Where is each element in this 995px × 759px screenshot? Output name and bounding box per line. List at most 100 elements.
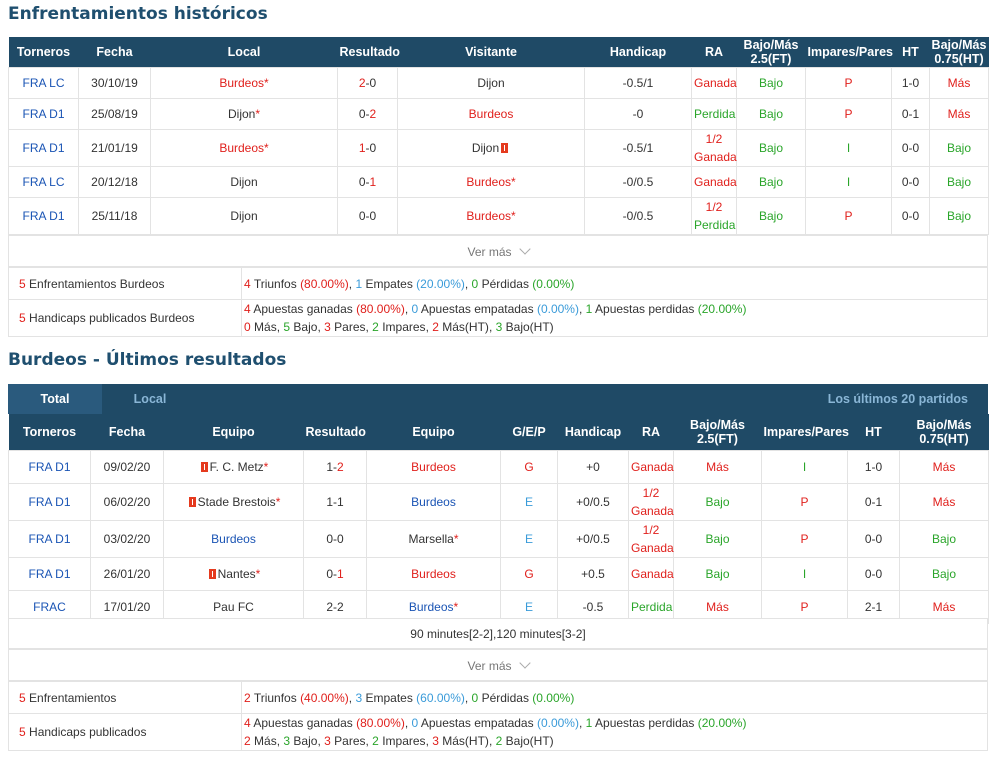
h2h-summary: 5 Enfrentamientos Burdeos 4 Triunfos (80… (8, 267, 988, 337)
col-ra[interactable]: RA (691, 37, 737, 67)
col-bm-ht[interactable]: Bajo/Más 0.75(HT) (899, 414, 989, 450)
home-team: Stade Brestois (197, 494, 276, 509)
bm-cell: Bajo (673, 556, 762, 591)
h2h-ver-mas-button[interactable]: Ver más (8, 235, 988, 267)
date-cell: 25/08/19 (78, 97, 151, 130)
col-resultado[interactable]: Resultado (303, 414, 367, 450)
tab-local[interactable]: Local (133, 392, 167, 406)
score-sep: - (365, 106, 370, 121)
handicap-value: +0/0.5 (576, 494, 610, 509)
home-cell[interactable]: Dijon (150, 196, 338, 235)
away-cell[interactable]: Burdeos (366, 556, 501, 591)
home-cell[interactable]: Burdeos (163, 519, 304, 558)
away-cell[interactable]: Dijon (397, 66, 585, 99)
summary-record-values: 4 Triunfos (80.00%), 1 Empates (20.00%),… (241, 267, 988, 300)
bm-value: Más (706, 459, 729, 474)
away-cell[interactable]: Burdeos* (366, 589, 501, 624)
match-date: 25/08/19 (91, 106, 138, 121)
away-cell[interactable]: Marsella* (366, 519, 501, 558)
chevron-down-icon (518, 243, 531, 255)
home-cell[interactable]: Nantes* (163, 556, 304, 591)
away-cell[interactable]: Burdeos (366, 482, 501, 521)
ra-half: 1/2 (705, 199, 723, 214)
league-cell[interactable]: FRA LC (8, 165, 79, 198)
col-equipo-home[interactable]: Equipo (163, 414, 304, 450)
away-cell[interactable]: Dijon (397, 128, 585, 167)
bm-ht-value: Más (947, 106, 971, 121)
col-local[interactable]: Local (150, 37, 338, 67)
date-cell: 06/02/20 (90, 482, 164, 521)
result-cell[interactable]: 1-2 (303, 449, 367, 484)
col-impares-pares[interactable]: Impares/Pares (761, 414, 849, 450)
home-cell[interactable]: Pau FC (163, 589, 304, 624)
col-torneros[interactable]: Torneros (8, 414, 91, 450)
star-mark: * (255, 566, 261, 581)
col-bm-ht[interactable]: Bajo/Más 0.75(HT) (929, 37, 989, 67)
league-cell[interactable]: FRA D1 (8, 519, 91, 558)
league-cell[interactable]: FRA D1 (8, 196, 79, 235)
ra-value: Ganada (694, 174, 737, 189)
league-cell[interactable]: FRA D1 (8, 128, 79, 167)
last-ver-mas-button[interactable]: Ver más (8, 649, 988, 681)
home-cell[interactable]: Dijon (150, 165, 338, 198)
result-cell[interactable]: 2-0 (337, 66, 398, 99)
result-cell[interactable]: 0-2 (337, 97, 398, 130)
home-cell[interactable]: Burdeos* (150, 66, 338, 99)
col-visitante[interactable]: Visitante (397, 37, 585, 67)
table-row: FRA D1 21/01/19 Burdeos* 1-0 Dijon -0.5/1 1/2 G… (8, 128, 989, 167)
home-team: F. C. Metz (209, 459, 264, 474)
col-ra[interactable]: RA (628, 414, 674, 450)
col-handicap[interactable]: Handicap (557, 414, 629, 450)
result-cell[interactable]: 0-0 (303, 519, 367, 558)
result-cell[interactable]: 1-1 (303, 482, 367, 521)
gep-cell: G (500, 449, 558, 484)
away-cell[interactable]: Burdeos* (397, 165, 585, 198)
handicap-value: -0/0.5 (622, 208, 654, 223)
bm-value: Bajo (705, 531, 730, 546)
col-ht[interactable]: HT (891, 37, 930, 67)
tab-total[interactable]: Total (8, 384, 102, 414)
col-equipo-away[interactable]: Equipo (366, 414, 501, 450)
col-ht[interactable]: HT (847, 414, 900, 450)
summary-handicap-values: 4 Apuestas ganadas (80.00%), 0 Apuestas … (241, 713, 988, 751)
result-cell[interactable]: 1-0 (337, 128, 398, 167)
col-torneros[interactable]: Torneros (8, 37, 79, 67)
bm-cell: Bajo (673, 519, 762, 558)
ip-cell: I (761, 556, 848, 591)
col-fecha[interactable]: Fecha (78, 37, 151, 67)
home-cell[interactable]: F. C. Metz* (163, 449, 304, 484)
col-bm-ft[interactable]: Bajo/Más 2.5(FT) (736, 37, 806, 67)
league-cell[interactable]: FRA D1 (8, 482, 91, 521)
away-team: Burdeos (466, 208, 512, 223)
result-cell[interactable]: 0-1 (337, 165, 398, 198)
result-cell[interactable]: 0-0 (337, 196, 398, 235)
col-bm-ft[interactable]: Bajo/Más 2.5(FT) (673, 414, 762, 450)
col-gep[interactable]: G/E/P (500, 414, 558, 450)
away-cell[interactable]: Burdeos (366, 449, 501, 484)
result-cell[interactable]: 0-1 (303, 556, 367, 591)
bm-ht-cell: Bajo (929, 128, 989, 167)
home-team: Nantes (217, 566, 256, 581)
home-cell[interactable]: Dijon* (150, 97, 338, 130)
last-matches-selector[interactable]: Los últimos 20 partidos (827, 392, 968, 406)
away-cell[interactable]: Burdeos (397, 97, 585, 130)
ht-score: 0-1 (901, 106, 920, 121)
col-handicap[interactable]: Handicap (584, 37, 692, 67)
league-cell[interactable]: FRAC (8, 589, 91, 624)
col-fecha[interactable]: Fecha (90, 414, 164, 450)
summary-record-label: 5 Enfrentamientos Burdeos (8, 267, 242, 300)
ht-cell: 1-0 (891, 66, 930, 99)
home-cell[interactable]: Stade Brestois* (163, 482, 304, 521)
away-cell[interactable]: Burdeos* (397, 196, 585, 235)
league-cell[interactable]: FRA D1 (8, 449, 91, 484)
score-sep: - (365, 208, 370, 223)
col-impares-pares[interactable]: Impares/Pares (805, 37, 893, 67)
col-resultado[interactable]: Resultado (337, 37, 400, 67)
ht-cell: 0-1 (847, 482, 900, 521)
home-cell[interactable]: Burdeos* (150, 128, 338, 167)
league-cell[interactable]: FRA LC (8, 66, 79, 99)
league-cell[interactable]: FRA D1 (8, 97, 79, 130)
ip-cell: P (805, 97, 892, 130)
ra-value: Perdida (694, 217, 736, 232)
league-cell[interactable]: FRA D1 (8, 556, 91, 591)
